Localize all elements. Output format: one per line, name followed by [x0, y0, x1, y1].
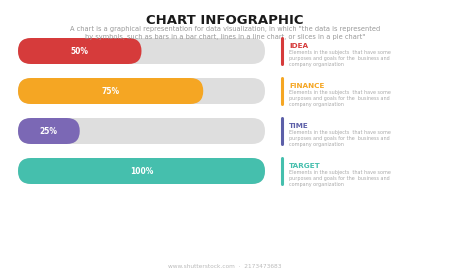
- Text: TIME: TIME: [289, 123, 309, 129]
- Text: 100%: 100%: [130, 167, 153, 176]
- Text: Elements in the subjects  that have some
purposes and goals for the  business an: Elements in the subjects that have some …: [289, 50, 391, 67]
- FancyBboxPatch shape: [18, 118, 265, 144]
- Text: Elements in the subjects  that have some
purposes and goals for the  business an: Elements in the subjects that have some …: [289, 170, 391, 187]
- Text: A chart is a graphical representation for data visualization, in which "the data: A chart is a graphical representation fo…: [70, 26, 380, 41]
- Text: 75%: 75%: [102, 87, 120, 96]
- Text: Elements in the subjects  that have some
purposes and goals for the  business an: Elements in the subjects that have some …: [289, 130, 391, 147]
- Text: IDEA: IDEA: [289, 43, 308, 49]
- Text: TARGET: TARGET: [289, 163, 321, 169]
- FancyBboxPatch shape: [18, 38, 141, 64]
- Text: Elements in the subjects  that have some
purposes and goals for the  business an: Elements in the subjects that have some …: [289, 90, 391, 107]
- FancyBboxPatch shape: [18, 158, 265, 184]
- Text: CHART INFOGRAPHIC: CHART INFOGRAPHIC: [146, 14, 304, 27]
- FancyBboxPatch shape: [18, 78, 203, 104]
- FancyBboxPatch shape: [18, 38, 265, 64]
- FancyBboxPatch shape: [18, 78, 265, 104]
- FancyBboxPatch shape: [18, 118, 80, 144]
- Text: 50%: 50%: [71, 47, 89, 56]
- FancyBboxPatch shape: [18, 158, 265, 184]
- Text: FINANCE: FINANCE: [289, 83, 324, 89]
- Text: www.shutterstock.com  ·  2173473683: www.shutterstock.com · 2173473683: [168, 264, 282, 269]
- Text: 25%: 25%: [40, 127, 58, 136]
